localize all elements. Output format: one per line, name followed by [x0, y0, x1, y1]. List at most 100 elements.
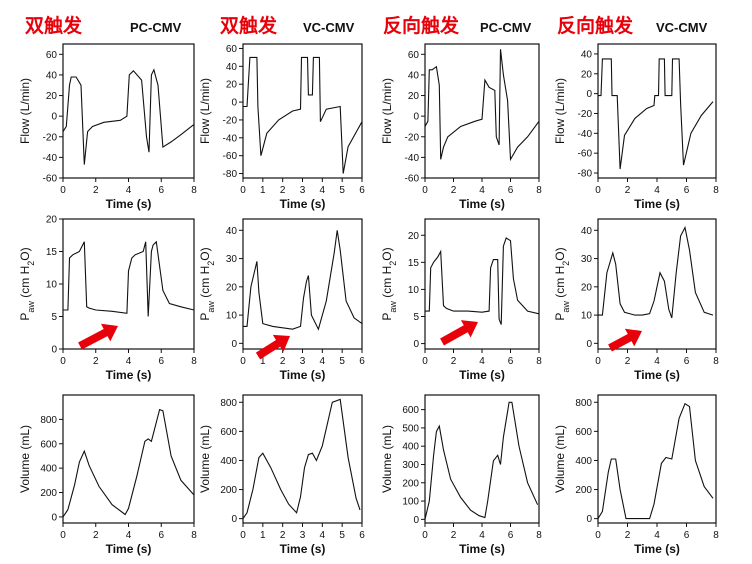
y-axis-label: Paw (cm H2O): [198, 247, 216, 320]
x-tick-label: 5: [339, 530, 345, 541]
y-axis-label: Volume (mL): [380, 425, 394, 493]
x-tick-label: 2: [280, 530, 286, 541]
x-axis-label: Time (s): [459, 197, 505, 211]
x-tick-label: 6: [508, 356, 514, 367]
y-tick-label: 60: [226, 44, 238, 55]
trigger-arrow-icon: [255, 334, 290, 360]
y-tick-label: 600: [40, 439, 57, 450]
x-tick-label: 0: [60, 356, 66, 367]
x-tick-label: 4: [126, 530, 132, 541]
x-tick-label: 8: [536, 530, 542, 541]
y-axis-label: Flow (L/min): [18, 78, 32, 144]
y-tick-label: 800: [220, 398, 237, 409]
plot-frame: [424, 43, 540, 179]
y-tick-label: 800: [575, 398, 592, 409]
x-tick-label: 2: [451, 185, 457, 196]
y-tick-label: -20: [578, 109, 593, 120]
series-line: [62, 408, 195, 518]
y-tick-label: 20: [226, 80, 238, 91]
x-tick-label: 6: [684, 356, 690, 367]
y-tick-label: 200: [402, 478, 419, 489]
x-tick-label: 0: [422, 185, 428, 196]
y-tick-label: -40: [223, 133, 238, 144]
column-title-zh: 反向触发: [383, 14, 460, 37]
y-tick-label: 10: [46, 280, 58, 291]
y-tick-label: 15: [46, 247, 58, 258]
y-tick-label: 15: [408, 258, 420, 269]
x-tick-label: 8: [713, 530, 719, 541]
y-tick-label: 100: [402, 497, 419, 508]
x-tick-label: 1: [260, 356, 266, 367]
x-tick-label: 2: [93, 185, 99, 196]
chart-flow-4: 0 2 4 6 8 -80 -60 -40 -20 0 20 40 Time (s) Flow (L/mi…: [553, 43, 719, 211]
series-line: [598, 225, 714, 319]
x-tick-label: 4: [126, 185, 132, 196]
y-tick-label: 60: [408, 50, 420, 61]
series-line: [62, 68, 195, 165]
x-tick-label: 3: [300, 185, 306, 196]
series-line: [597, 402, 714, 520]
chart-volume-4: 0 2 4 6 8 0 200 400 600 800 Time (s) Volume (mL): [553, 394, 719, 556]
x-tick-label: 6: [359, 185, 365, 196]
series-line: [243, 56, 363, 174]
x-tick-label: 3: [300, 356, 306, 367]
x-tick-label: 0: [60, 185, 66, 196]
trigger-arrow-icon: [78, 323, 118, 350]
x-axis-label: Time (s): [280, 368, 326, 382]
chart-volume-1: 0 2 4 6 8 0 200 400 600 800 Time (s) Volume (mL): [18, 394, 197, 556]
x-tick-label: 0: [240, 356, 246, 367]
x-tick-label: 4: [320, 530, 326, 541]
column-title-zh: 反向触发: [557, 14, 634, 37]
x-axis-label: Time (s): [459, 368, 505, 382]
y-tick-label: -40: [578, 129, 593, 140]
y-axis-label: Flow (L/min): [380, 78, 394, 144]
y-tick-label: 0: [231, 98, 237, 109]
x-axis-label: Time (s): [106, 542, 152, 556]
y-tick-label: 200: [40, 488, 57, 499]
x-tick-label: 2: [93, 356, 99, 367]
y-tick-label: 0: [586, 339, 592, 350]
column-mode-label: VC-CMV: [303, 20, 355, 35]
y-tick-label: -40: [405, 153, 420, 164]
x-tick-label: 6: [359, 530, 365, 541]
y-tick-label: 0: [231, 514, 237, 525]
trigger-arrow-icon: [608, 328, 642, 352]
x-tick-label: 0: [240, 530, 246, 541]
y-tick-label: 40: [46, 70, 58, 81]
x-tick-label: 3: [300, 530, 306, 541]
x-tick-label: 4: [654, 356, 660, 367]
y-tick-label: 0: [51, 512, 57, 523]
y-tick-label: 40: [226, 62, 238, 73]
series-line: [424, 49, 540, 162]
plot-frame: [242, 43, 363, 179]
plot-frame: [597, 43, 717, 179]
y-tick-label: 40: [581, 49, 593, 60]
x-tick-label: 8: [713, 185, 719, 196]
x-tick-label: 4: [654, 185, 660, 196]
series-line: [425, 237, 540, 325]
y-tick-label: 0: [51, 112, 57, 123]
column-mode-label: VC-CMV: [656, 20, 708, 35]
y-tick-label: 10: [226, 311, 238, 322]
x-tick-label: 0: [240, 185, 246, 196]
x-tick-label: 2: [451, 356, 457, 367]
x-tick-label: 4: [479, 530, 485, 541]
series-line: [598, 58, 714, 170]
y-tick-label: 800: [40, 415, 57, 426]
x-tick-label: 8: [536, 185, 542, 196]
y-tick-label: 400: [40, 464, 57, 475]
chart-pressure-2: 0 1 2 3 4 5 6 0 10 20 30 40 Time (s) Paw (cm H2O): [198, 218, 365, 382]
x-tick-label: 8: [191, 530, 197, 541]
y-tick-label: 10: [581, 311, 593, 322]
chart-pressure-1: 0 2 4 6 8 0 5 10 15 20 Time (s) Paw (cm H2O): [18, 215, 197, 383]
y-tick-label: -60: [578, 149, 593, 160]
x-tick-label: 5: [339, 185, 345, 196]
series-line: [243, 230, 363, 331]
x-tick-label: 2: [280, 356, 286, 367]
y-tick-label: 0: [586, 514, 592, 525]
y-tick-label: -20: [43, 132, 58, 143]
y-tick-label: -60: [405, 174, 420, 185]
y-tick-label: 400: [575, 456, 592, 467]
y-tick-label: -60: [223, 151, 238, 162]
y-axis-label: Paw (cm H2O): [18, 247, 36, 320]
